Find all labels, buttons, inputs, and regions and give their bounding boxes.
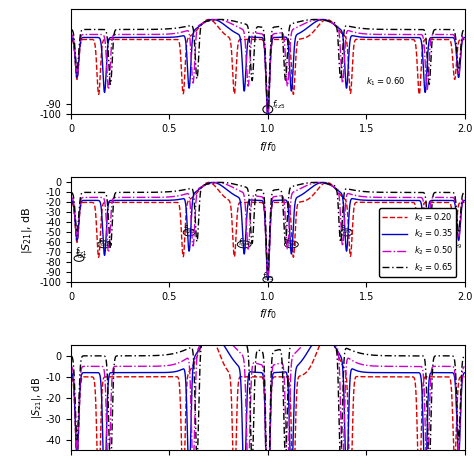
$k_2 = $0.50 <box>362 194 368 200</box>
$k_2 = $0.50 <box>265 274 271 280</box>
$k_2 = $0.35 <box>392 198 398 203</box>
$k_2 = $0.50 <box>140 194 146 200</box>
$k_2 = $0.20 <box>206 180 211 185</box>
$k_2 = $0.20 <box>392 200 398 205</box>
$k_2 = $0.65 <box>304 180 310 186</box>
Text: $f_{tz5}$: $f_{tz5}$ <box>272 99 285 111</box>
$k_2 = $0.35 <box>140 198 146 203</box>
Text: $f_{tz1}$: $f_{tz1}$ <box>75 246 88 258</box>
$k_2 = $0.50 <box>219 180 225 186</box>
$k_2 = $0.35 <box>68 198 74 203</box>
$k_2 = $0.50 <box>214 180 219 185</box>
Text: $f_{tz3}$: $f_{tz3}$ <box>183 223 195 236</box>
$k_2 = $0.65 <box>218 180 223 185</box>
$k_2 = $0.35 <box>324 181 330 186</box>
Y-axis label: $|S_{21}|$, dB: $|S_{21}|$, dB <box>30 377 44 419</box>
$k_2 = $0.65 <box>140 190 146 195</box>
$k_2 = $0.20 <box>462 200 467 205</box>
$k_2 = $0.65 <box>324 181 330 187</box>
$k_2 = $0.20 <box>140 200 146 205</box>
Text: $k_1 = 0.60$: $k_1 = 0.60$ <box>366 75 405 88</box>
$k_2 = $0.20 <box>304 197 310 202</box>
$k_2 = $0.35 <box>265 277 271 283</box>
$k_2 = $0.65 <box>462 190 467 195</box>
Text: $f_{tz2}$: $f_{tz2}$ <box>98 237 111 249</box>
Text: $f_{tz9}$: $f_{tz9}$ <box>450 238 463 251</box>
$k_2 = $0.65 <box>219 180 225 185</box>
$k_2 = $0.50 <box>462 195 467 201</box>
Text: $f_{tz8}$: $f_{tz8}$ <box>419 234 431 247</box>
$k_2 = $0.35 <box>210 180 216 185</box>
$k_2 = $0.35 <box>462 198 467 203</box>
X-axis label: $f/f_0$: $f/f_0$ <box>259 140 277 154</box>
X-axis label: $f/f_0$: $f/f_0$ <box>259 308 277 321</box>
Line: $k_2 = $0.20: $k_2 = $0.20 <box>71 182 465 277</box>
$k_2 = $0.65 <box>392 190 398 195</box>
$k_2 = $0.20 <box>68 200 74 205</box>
$k_2 = $0.50 <box>324 181 330 187</box>
Text: $f_{tz1}$: $f_{tz1}$ <box>75 248 87 261</box>
$k_2 = $0.65 <box>68 190 74 195</box>
Text: $f_{tz6}$: $f_{tz6}$ <box>285 237 298 249</box>
Line: $k_2 = $0.50: $k_2 = $0.50 <box>71 182 465 277</box>
Line: $k_2 = $0.35: $k_2 = $0.35 <box>71 182 465 280</box>
Text: $f_{tz7}$: $f_{tz7}$ <box>340 223 353 236</box>
$k_2 = $0.50 <box>68 195 74 201</box>
Legend: $k_2 = $0.20, $k_2 = $0.35, $k_2 = $0.50, $k_2 = $0.65: $k_2 = $0.20, $k_2 = $0.35, $k_2 = $0.50… <box>379 208 456 277</box>
Line: $k_2 = $0.65: $k_2 = $0.65 <box>71 182 465 270</box>
Text: $f_{tz4}$: $f_{tz4}$ <box>238 237 251 249</box>
$k_2 = $0.20 <box>324 180 330 185</box>
$k_2 = $0.20 <box>219 191 225 197</box>
$k_2 = $0.20 <box>362 200 368 205</box>
$k_2 = $0.65 <box>362 189 368 194</box>
$k_2 = $0.20 <box>265 274 271 280</box>
Text: $f_{tz5}$: $f_{tz5}$ <box>262 270 274 283</box>
$k_2 = $0.65 <box>265 267 271 273</box>
$k_2 = $0.50 <box>304 182 310 188</box>
$k_2 = $0.35 <box>219 183 225 189</box>
$k_2 = $0.50 <box>392 194 398 200</box>
Y-axis label: $|S_{21}|$, dB: $|S_{21}|$, dB <box>20 206 34 254</box>
$k_2 = $0.35 <box>304 188 310 194</box>
$k_2 = $0.35 <box>362 197 368 203</box>
